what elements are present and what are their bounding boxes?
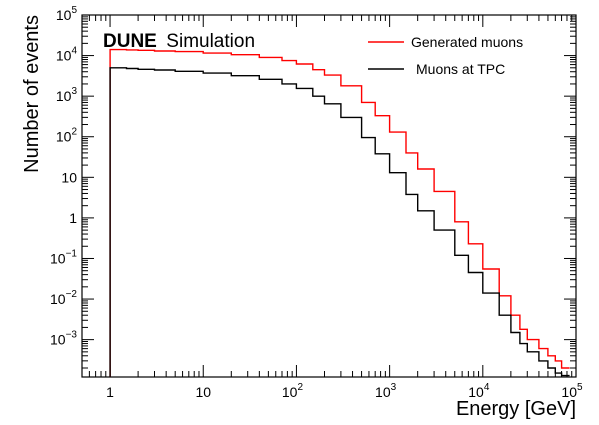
y-tick-label: 105: [56, 5, 78, 23]
watermark-label: Simulation: [166, 31, 255, 52]
watermark: DUNE Simulation: [103, 31, 255, 52]
series-lines: [109, 48, 570, 377]
tick-labels: 1 10 102 103 104 105 10−3 10−2 10−1 1 10 102 103 104 1…: [50, 5, 583, 400]
ticks: [81, 14, 577, 377]
x-tick-label: 103: [375, 382, 397, 400]
x-tick-label: 1: [106, 384, 114, 400]
y-tick-label: 102: [56, 127, 78, 145]
legend-label-tpc: Muons at TPC: [416, 61, 505, 77]
series-line-muons-at-tpc: [109, 67, 570, 377]
x-tick-label: 105: [561, 382, 583, 400]
plot-frame: [81, 14, 577, 378]
legend-label-generated: Generated muons: [411, 34, 523, 50]
y-tick-label: 104: [56, 46, 78, 64]
x-tick-label: 102: [282, 382, 304, 400]
y-tick-label: 10−2: [50, 289, 77, 307]
svg-text:DUNE Simulation: DUNE Simulation: [103, 31, 255, 52]
y-tick-label: 1: [69, 210, 77, 226]
watermark-experiment: DUNE: [103, 31, 157, 52]
y-tick-label: 103: [56, 86, 78, 104]
y-tick-label: 10−1: [50, 248, 77, 266]
x-axis-title: Energy [GeV]: [456, 398, 576, 420]
series-line-generated-muons: [109, 48, 570, 377]
y-tick-label: 10: [61, 169, 77, 185]
x-tick-label: 10: [195, 384, 211, 400]
legend: Generated muons Muons at TPC: [368, 34, 523, 77]
y-tick-label: 10−3: [50, 330, 77, 348]
y-axis-title: Number of events: [21, 15, 43, 173]
x-tick-label: 104: [468, 382, 490, 400]
